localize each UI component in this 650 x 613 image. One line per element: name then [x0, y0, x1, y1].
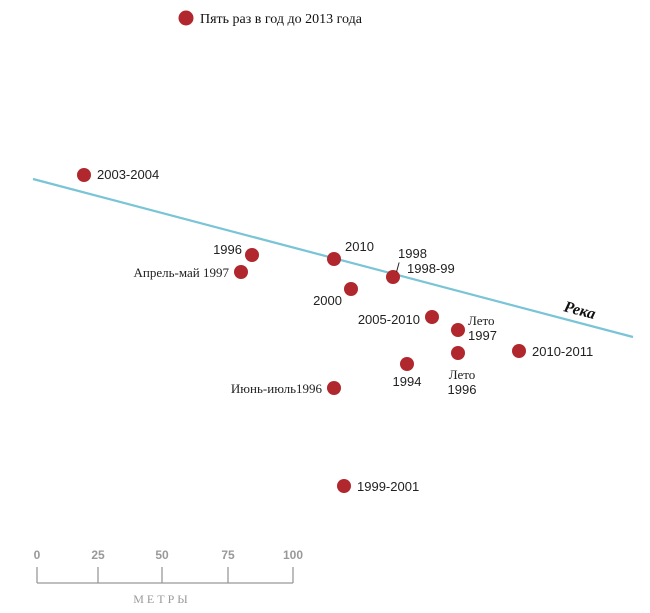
- point-june-july-1996: Июнь-июль1996: [231, 381, 341, 396]
- legend: Пять раз в год до 2013 года: [178, 10, 363, 27]
- point-2005-2010: 2005-2010: [358, 310, 439, 327]
- point-label: Лето: [468, 313, 495, 328]
- point-2010-2011: 2010-2011: [512, 344, 593, 359]
- scale-unit-label: МЕТРЫ: [133, 592, 190, 606]
- point-label: 1998-99: [407, 261, 455, 276]
- incident-marker: [512, 344, 526, 358]
- point-label-divider: /: [396, 260, 400, 275]
- point-summer-1997: Лето 1997: [451, 313, 497, 343]
- points-layer: 2003-2004 1996 Апрель-май 1997 2010 2000…: [77, 167, 593, 494]
- incident-marker: [451, 346, 465, 360]
- point-april-may-1997: Апрель-май 1997: [134, 265, 248, 280]
- point-1999-2001: 1999-2001: [337, 479, 419, 494]
- point-label: 2005-2010: [358, 312, 420, 327]
- point-1996-a: 1996: [213, 242, 259, 262]
- point-2000: 2000: [313, 282, 358, 308]
- point-label: Июнь-июль1996: [231, 381, 323, 396]
- incident-marker: [327, 381, 341, 395]
- point-label: 1999-2001: [357, 479, 419, 494]
- incident-marker: [77, 168, 91, 182]
- scale-tick-label: 25: [91, 548, 105, 562]
- point-label: Лето: [449, 367, 476, 382]
- scale-tick-label: 75: [221, 548, 235, 562]
- incident-marker: [234, 265, 248, 279]
- incident-marker: [344, 282, 358, 296]
- incident-marker: [337, 479, 351, 493]
- incident-marker: [386, 270, 400, 284]
- point-1998: 1998 / 1998-99: [386, 246, 455, 284]
- point-label: 1996: [213, 242, 242, 257]
- scale-tick-label: 0: [34, 548, 41, 562]
- scale-tick-label: 100: [283, 548, 303, 562]
- point-label: 2003-2004: [97, 167, 159, 182]
- legend-marker: [178, 10, 194, 26]
- point-2003-2004: 2003-2004: [77, 167, 159, 182]
- point-label: 1996: [448, 382, 477, 397]
- point-summer-1996: Лето 1996: [448, 346, 477, 397]
- point-label: 1998: [398, 246, 427, 261]
- point-label: 2010: [345, 239, 374, 254]
- legend-label: Пять раз в год до 2013 года: [200, 12, 363, 27]
- point-1994: 1994: [393, 357, 422, 389]
- incident-marker: [245, 248, 259, 262]
- incident-marker: [327, 252, 341, 266]
- point-label: 1994: [393, 374, 422, 389]
- scale-bar: 0 25 50 75 100 МЕТРЫ: [34, 548, 304, 606]
- point-label: Апрель-май 1997: [134, 265, 230, 280]
- incident-marker: [451, 323, 465, 337]
- point-2010: 2010: [327, 239, 374, 266]
- point-label: 1997: [468, 328, 497, 343]
- incident-marker: [400, 357, 414, 371]
- point-label: 2010-2011: [532, 344, 593, 359]
- incident-marker: [425, 310, 439, 324]
- point-label: 2000: [313, 293, 342, 308]
- scale-tick-label: 50: [155, 548, 169, 562]
